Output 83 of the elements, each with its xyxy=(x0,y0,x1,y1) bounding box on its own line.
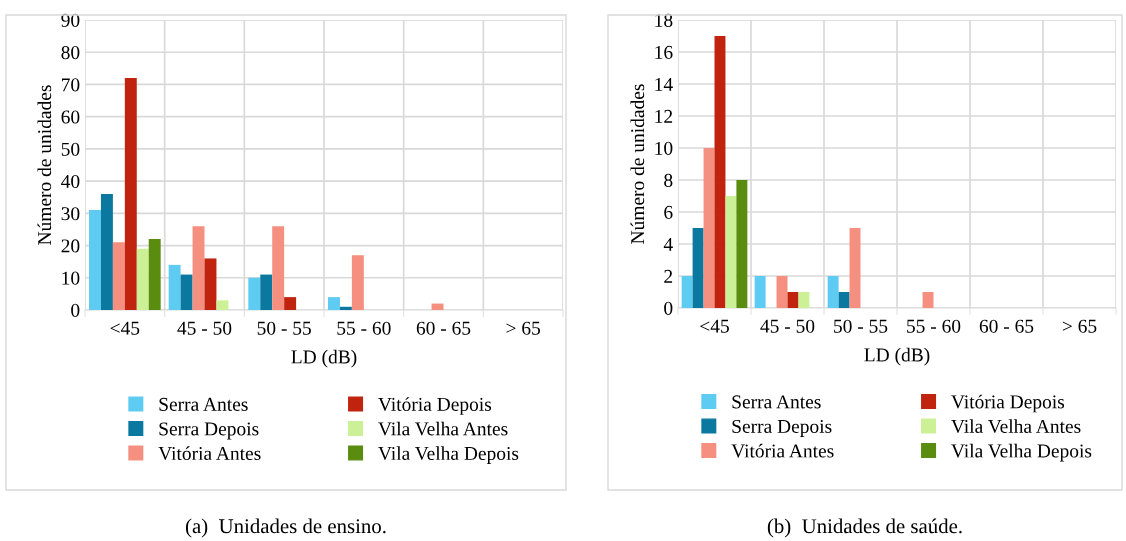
bar xyxy=(148,239,161,310)
bar xyxy=(339,306,352,310)
bar xyxy=(703,148,715,308)
bar xyxy=(798,292,810,308)
bar xyxy=(827,276,839,308)
bar xyxy=(754,276,766,308)
y-axis-title: Número de unidades xyxy=(630,84,645,244)
y-tick-label: 0 xyxy=(664,301,673,315)
bar xyxy=(136,248,149,310)
bar xyxy=(248,277,261,310)
y-tick-label: 8 xyxy=(664,173,673,187)
y-tick-label: 60 xyxy=(61,110,80,124)
y-tick-label: 2 xyxy=(664,269,673,283)
x-tick-label: 50 - 55 xyxy=(834,319,888,333)
legend-label: Serra Antes xyxy=(159,397,248,411)
bar xyxy=(88,210,101,310)
x-tick-label: 55 - 60 xyxy=(337,321,391,335)
y-axis-title: Número de unidades xyxy=(37,85,52,245)
x-tick-label: 60 - 65 xyxy=(979,319,1034,333)
bar xyxy=(431,303,444,310)
bar xyxy=(204,258,217,310)
text: (b) Unidades de saúde. xyxy=(767,518,962,538)
legend-label: Vitória Antes xyxy=(158,446,261,461)
x-tick-label: > 65 xyxy=(506,321,541,335)
x-tick-label: 45 - 50 xyxy=(177,321,232,335)
y-tick-label: 40 xyxy=(61,174,80,189)
legend-label: Serra Depois xyxy=(732,419,832,437)
x-tick-label: 60 - 65 xyxy=(416,321,471,335)
bar xyxy=(192,226,205,310)
legend-label: Vila Velha Antes xyxy=(378,421,508,436)
bar xyxy=(736,180,748,308)
y-tick-label: 80 xyxy=(61,46,80,60)
x-axis-title: LD (dB) xyxy=(291,349,357,368)
y-tick-label: 18 xyxy=(655,13,673,27)
x-tick-label: <45 xyxy=(700,319,729,333)
bar xyxy=(216,300,229,310)
y-tick-label: 20 xyxy=(61,239,80,253)
bar xyxy=(681,276,693,308)
text: (a) Unidades de ensino. xyxy=(185,518,386,538)
legend-label: Vitória Antes xyxy=(731,443,834,458)
bar xyxy=(180,274,193,310)
bar xyxy=(849,228,861,308)
x-axis-title: LD (dB) xyxy=(864,347,930,366)
y-tick-label: 30 xyxy=(61,207,80,221)
y-tick-label: 10 xyxy=(62,271,80,285)
y-tick-label: 16 xyxy=(655,45,673,59)
bar xyxy=(272,226,285,310)
legend-label: Vila Velha Antes xyxy=(951,419,1081,434)
bar xyxy=(100,194,113,310)
y-tick-label: 12 xyxy=(655,109,673,123)
bar xyxy=(112,242,125,310)
legend-label: Vila Velha Depois xyxy=(951,443,1092,462)
y-tick-label: 10 xyxy=(655,141,673,155)
bar xyxy=(284,297,297,310)
legend-label: Serra Depois xyxy=(159,422,259,440)
legend-label: Vitória Depois xyxy=(951,394,1065,413)
bar xyxy=(838,292,850,308)
y-tick-label: 6 xyxy=(664,205,673,219)
x-tick-label: <45 xyxy=(110,321,140,335)
legend-label: Serra Antes xyxy=(732,395,821,409)
x-tick-label: 55 - 60 xyxy=(907,319,961,333)
x-tick-label: 45 - 50 xyxy=(760,319,815,333)
bar xyxy=(327,297,340,310)
bar xyxy=(124,78,137,310)
y-tick-label: 0 xyxy=(71,303,80,317)
bar xyxy=(168,264,181,310)
y-tick-label: 14 xyxy=(655,77,673,91)
bar xyxy=(776,276,788,308)
y-tick-label: 90 xyxy=(61,13,80,27)
y-tick-label: 4 xyxy=(663,237,673,251)
y-tick-label: 70 xyxy=(61,78,80,92)
legend-label: Vitória Depois xyxy=(378,397,492,415)
bar xyxy=(714,36,726,308)
bar xyxy=(922,292,934,308)
bar xyxy=(787,292,799,308)
bar xyxy=(725,196,737,308)
x-tick-label: 50 - 55 xyxy=(257,321,311,335)
bar xyxy=(351,255,364,310)
bar xyxy=(692,228,704,308)
y-tick-label: 50 xyxy=(61,142,80,156)
x-tick-label: > 65 xyxy=(1062,319,1097,333)
bar xyxy=(260,274,273,310)
legend-label: Vila Velha Depois xyxy=(378,446,519,464)
